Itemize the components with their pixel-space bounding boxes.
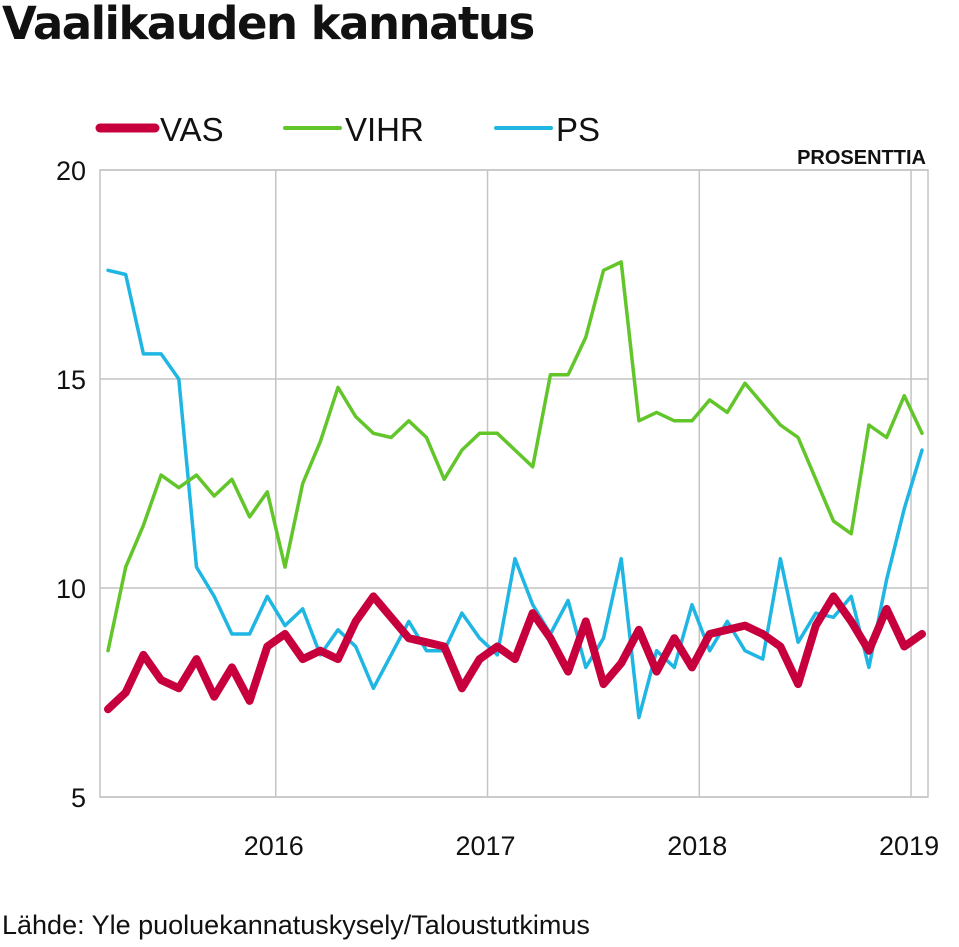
chart-title: Vaalikauden kannatus [2,0,535,50]
y-axis-labels: 5 10 15 20 [56,156,86,813]
series-line-vihr [106,260,924,653]
legend-label-vas: VAS [160,111,224,148]
source-note: Lähde: Yle puoluekannatuskysely/Taloustu… [2,910,590,940]
legend-label-vihr: VIHR [345,111,424,148]
x-tick-label: 2019 [879,831,939,861]
legend-label-ps: PS [556,111,600,148]
y-tick-label: 15 [56,365,86,395]
series-line-ps [106,268,924,720]
grid-lines [99,169,929,798]
x-tick-label: 2018 [667,831,727,861]
plot-frame [99,169,929,798]
x-tick-label: 2017 [455,831,515,861]
y-tick-label: 5 [71,783,86,813]
x-axis-labels: 2016 2017 2018 2019 [244,831,939,861]
series-lines [104,260,926,720]
y-tick-label: 20 [56,156,86,186]
series-line-vas [104,592,926,714]
x-tick-label: 2016 [244,831,304,861]
y-tick-label: 10 [56,574,86,604]
unit-label: PROSENTTIA [797,147,926,169]
legend: VAS VIHR PS [95,111,600,148]
